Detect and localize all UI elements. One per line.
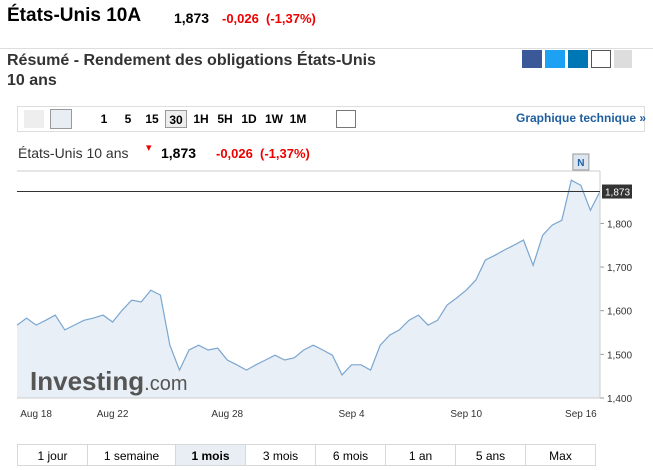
range-button[interactable]: 1 jour xyxy=(17,444,88,466)
arrow: ▾ xyxy=(146,142,152,154)
interval-button[interactable]: 1M xyxy=(289,112,307,126)
price: 1,873 xyxy=(174,10,210,26)
x-tick-label: Aug 18 xyxy=(20,409,52,420)
divider xyxy=(0,48,653,49)
change-pct: (-1,37%) xyxy=(266,11,316,26)
range-button[interactable]: 1 mois xyxy=(175,444,246,466)
x-tick-label: Sep 4 xyxy=(338,409,365,420)
linkedin-icon[interactable] xyxy=(568,50,588,68)
section-title-line: Résumé - Rendement des obligations États… xyxy=(7,52,376,69)
line xyxy=(16,179,601,376)
area xyxy=(17,180,600,398)
interval-button[interactable]: 30 xyxy=(165,110,187,128)
interval-button[interactable]: 15 xyxy=(145,112,159,126)
last-price-label: 1,873 xyxy=(605,188,630,199)
range-button[interactable]: 6 mois xyxy=(315,444,386,466)
mail-icon[interactable] xyxy=(591,50,611,68)
chart-price: 1,873 xyxy=(161,145,197,161)
interval-button[interactable]: 1 xyxy=(100,112,108,126)
interval-button[interactable]: 1D xyxy=(241,112,257,126)
range-button[interactable]: 5 ans xyxy=(455,444,526,466)
candle-icon[interactable] xyxy=(24,110,44,128)
interval-button[interactable]: 1W xyxy=(265,112,283,126)
y-tick-label: 1,500 xyxy=(607,350,632,361)
x-tick-label: Aug 22 xyxy=(97,409,129,420)
chart-change: -0,026 xyxy=(216,146,253,161)
chart-change-pct: (-1,37%) xyxy=(260,146,310,161)
news-marker-label: N xyxy=(577,158,584,169)
y-tick-label: 1,800 xyxy=(607,219,632,230)
technical-link[interactable]: Graphique technique » xyxy=(516,111,647,125)
change: -0,026 xyxy=(222,11,259,26)
range-button[interactable]: 1 an xyxy=(385,444,456,466)
news-marker xyxy=(572,153,590,171)
line-icon[interactable] xyxy=(50,109,72,129)
settings-icon[interactable] xyxy=(336,110,356,128)
watermark: Investing xyxy=(30,366,144,396)
x-tick-label: Sep 16 xyxy=(565,409,597,420)
share-icons xyxy=(522,50,632,73)
y-tick-label: 1,400 xyxy=(607,394,632,405)
range-button[interactable]: 1 semaine xyxy=(87,444,176,466)
interval-button[interactable]: 1H xyxy=(193,112,209,126)
y-tick-label: 1,600 xyxy=(607,307,632,318)
watermark-suffix: .com xyxy=(144,373,187,395)
info-icon[interactable] xyxy=(614,50,632,68)
chart-title: États-Unis 10 ans xyxy=(18,145,129,161)
page-title: États-Unis 10A xyxy=(7,5,142,26)
x-tick-label: Aug 28 xyxy=(211,409,243,420)
twitter-icon[interactable] xyxy=(545,50,565,68)
range-button[interactable]: Max xyxy=(525,444,596,466)
section-title-line: 10 ans xyxy=(7,72,57,89)
chart: 1,400 1,500 1,600 1,700 1,800 Investing .com 1,… xyxy=(16,153,632,420)
section-title: Résumé - Rendement des obligations États… xyxy=(7,51,376,91)
last-price-tag xyxy=(602,184,632,199)
interval-button[interactable]: 5H xyxy=(217,112,233,126)
x-tick-label: Sep 10 xyxy=(450,409,482,420)
facebook-icon[interactable] xyxy=(522,50,542,68)
range-button[interactable]: 3 mois xyxy=(245,444,316,466)
y-tick-label: 1,700 xyxy=(607,263,632,274)
toolbar xyxy=(17,106,645,132)
interval-button[interactable]: 5 xyxy=(124,112,132,126)
